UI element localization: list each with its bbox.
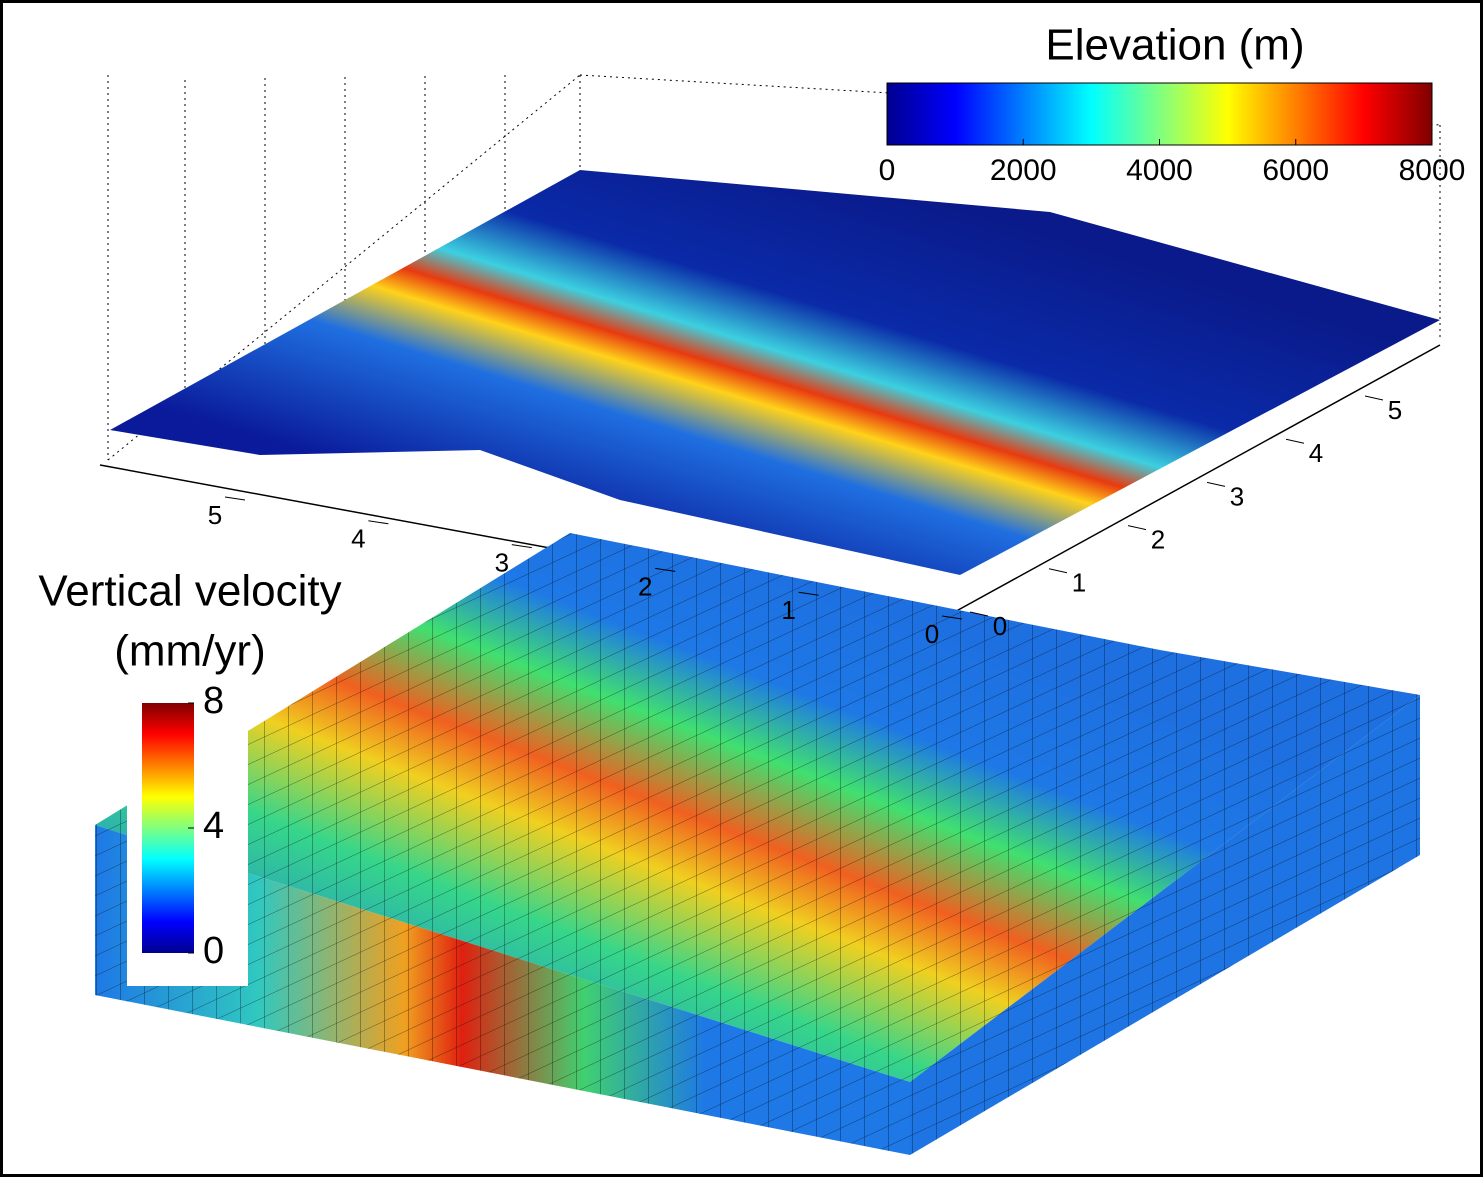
tick-mark	[1206, 481, 1226, 487]
tick-label: 2	[1151, 524, 1165, 554]
tick-label: 2000	[990, 154, 1057, 187]
tick-label: 0	[203, 930, 224, 972]
block-mesh	[95, 533, 1420, 1155]
tick-label: 5	[208, 500, 222, 530]
tick-label: 5	[1388, 395, 1402, 425]
elevation-colorbar	[886, 82, 1433, 146]
tick-mark	[511, 544, 532, 549]
tick-label: 6000	[1262, 154, 1329, 187]
tick-mark	[224, 496, 246, 501]
tick-label: 8	[203, 680, 224, 722]
tick-mark	[1048, 568, 1068, 574]
tick-mark	[655, 567, 676, 572]
tick-mark	[368, 520, 389, 525]
colorbar-title: Vertical velocity	[38, 567, 341, 616]
axis-box	[107, 74, 1441, 461]
tick-label: 4000	[1126, 154, 1193, 187]
tick-label: 0	[925, 619, 939, 649]
colorbar-title: Elevation (m)	[1045, 21, 1304, 70]
tick-mark	[798, 591, 819, 596]
colorbar-title: (mm/yr)	[114, 627, 266, 676]
tick-label: 2	[638, 571, 652, 601]
tick-mark	[1364, 395, 1384, 401]
tick-label: 1	[781, 595, 795, 625]
tick-label: 8000	[1399, 154, 1466, 187]
tick-label: 0	[993, 611, 1007, 641]
tick-mark	[969, 611, 989, 617]
tick-label: 3	[1230, 481, 1244, 511]
tick-mark	[1127, 525, 1147, 531]
velocity-colorbar	[142, 703, 194, 953]
tick-label: 4	[1309, 438, 1323, 468]
terrain-surface	[110, 170, 1440, 575]
tick-label: 0	[879, 154, 896, 187]
tick-label: 4	[203, 805, 224, 847]
tick-label: 1	[1072, 568, 1086, 598]
tick-mark	[1285, 438, 1305, 444]
tick-mark	[941, 615, 963, 620]
tick-label: 4	[351, 524, 365, 554]
tick-label: 3	[495, 547, 509, 577]
